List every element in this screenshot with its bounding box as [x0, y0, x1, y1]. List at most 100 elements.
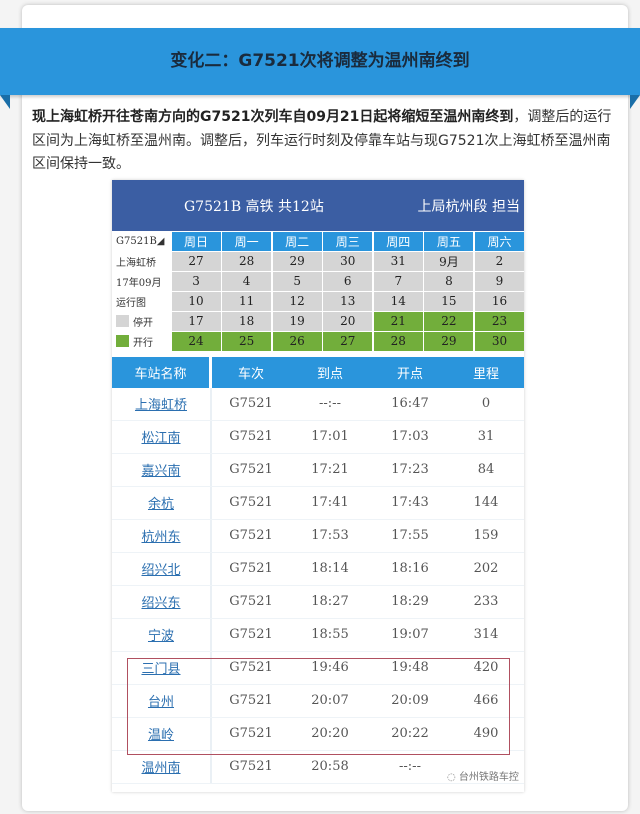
station-link[interactable]: 上海虹桥 — [112, 387, 212, 420]
table-row: 余杭 G7521 17:41 17:43 144 — [112, 486, 524, 520]
table-cell: G7521 — [229, 462, 273, 477]
table-cell: 0 — [481, 396, 491, 411]
calendar-day: 7 — [373, 272, 423, 291]
column-header: 到点 — [316, 366, 343, 382]
table-cell: 17:21 — [311, 462, 349, 477]
ribbon-fold-left — [0, 95, 10, 109]
weekday-header: 周五 — [424, 232, 474, 251]
station-link[interactable]: 杭州东 — [112, 519, 212, 552]
table-cell: --:-- — [399, 759, 421, 774]
calendar-day: 28 — [222, 252, 272, 271]
ribbon-fold-right — [630, 95, 640, 109]
table-row: 三门县 G7521 19:46 19:48 420 — [112, 651, 524, 685]
calendar-label: G7521B◢ — [112, 232, 170, 251]
calendar-day: 6 — [323, 272, 373, 291]
table-cell: 17:53 — [311, 528, 349, 543]
calendar-label-text: 运行图 — [116, 297, 146, 309]
table-cell: 18:16 — [391, 561, 429, 576]
table-cell: 20:09 — [391, 693, 429, 708]
station-link[interactable]: 绍兴北 — [112, 552, 212, 585]
calendar-label-text: 开行 — [133, 337, 153, 349]
weekday-header: 周三 — [323, 232, 373, 251]
table-cell: 18:27 — [311, 594, 349, 609]
calendar-day: 29 — [424, 332, 474, 351]
calendar-day: 2 — [474, 252, 524, 271]
station-link[interactable]: 嘉兴南 — [112, 453, 212, 486]
table-cell: 314 — [473, 627, 499, 642]
table-cell: G7521 — [229, 627, 273, 642]
table-cell: 31 — [477, 429, 495, 444]
operator-info: 上局杭州段 担当 — [417, 198, 520, 215]
calendar-day: 13 — [323, 292, 373, 311]
table-cell: 17:55 — [391, 528, 429, 543]
calendar-day: 20 — [323, 312, 373, 331]
table-cell: 18:14 — [311, 561, 349, 576]
calendar-label: 运行图 — [112, 292, 170, 311]
table-cell: 20:58 — [311, 759, 349, 774]
table-cell: 18:55 — [311, 627, 349, 642]
calendar-day: 21 — [373, 312, 423, 331]
table-cell: 17:43 — [391, 495, 429, 510]
table-cell: G7521 — [229, 759, 273, 774]
weekday-header: 周一 — [222, 232, 272, 251]
calendar-day: 25 — [222, 332, 272, 351]
table-cell: 19:07 — [391, 627, 429, 642]
table-cell: 18:29 — [391, 594, 429, 609]
calendar-day: 10 — [171, 292, 221, 311]
station-table-body: 上海虹桥 G7521 --:-- 16:47 0 松江南 G7521 17:01 17:03 31… — [112, 387, 524, 784]
station-link[interactable]: 余杭 — [112, 486, 212, 519]
station-link[interactable]: 三门县 — [112, 651, 212, 684]
table-row: 绍兴北 G7521 18:14 18:16 202 — [112, 552, 524, 586]
calendar-day: 29 — [272, 252, 322, 271]
station-table-header: 车站名称 车次 到点 开点 里程 — [112, 356, 524, 388]
table-cell: 20:07 — [311, 693, 349, 708]
station-link[interactable]: 绍兴东 — [112, 585, 212, 618]
table-cell: 466 — [473, 693, 499, 708]
calendar-day: 18 — [222, 312, 272, 331]
weekday-header: 周日 — [171, 232, 221, 251]
watermark: ◌ 台州铁路车控 — [447, 772, 519, 783]
table-cell: 19:48 — [391, 660, 429, 675]
table-cell: 144 — [473, 495, 499, 510]
station-link[interactable]: 台州 — [112, 684, 212, 717]
column-header: 车站名称 — [112, 356, 212, 388]
calendar-label: 17年09月 — [112, 272, 170, 291]
station-link[interactable]: 温岭 — [112, 717, 212, 750]
highlight-box — [127, 658, 510, 755]
calendar-day: 4 — [222, 272, 272, 291]
calendar-label: 上海虹桥 — [112, 252, 170, 271]
table-cell: G7521 — [229, 660, 273, 675]
calendar-day: 9月 — [424, 252, 474, 271]
table-cell: G7521 — [229, 726, 273, 741]
table-row: 台州 G7521 20:07 20:09 466 — [112, 684, 524, 718]
calendar-day: 30 — [474, 332, 524, 351]
calendar-day: 9 — [474, 272, 524, 291]
calendar-label-text: 停开 — [133, 317, 153, 329]
table-cell: G7521 — [229, 495, 273, 510]
table-cell: 490 — [473, 726, 499, 741]
station-link[interactable]: 松江南 — [112, 420, 212, 453]
table-cell: 16:47 — [391, 396, 429, 411]
table-cell: 233 — [473, 594, 499, 609]
calendar-day: 19 — [272, 312, 322, 331]
table-cell: 20:22 — [391, 726, 429, 741]
table-cell: --:-- — [319, 396, 341, 411]
calendar-day: 23 — [474, 312, 524, 331]
table-row: 温岭 G7521 20:20 20:22 490 — [112, 717, 524, 751]
station-link[interactable]: 温州南 — [112, 750, 212, 783]
table-cell: 17:01 — [311, 429, 349, 444]
calendar-day: 30 — [323, 252, 373, 271]
table-cell: 20:20 — [311, 726, 349, 741]
train-info: G7521B 高铁 共12站 — [184, 198, 324, 215]
table-row: 绍兴东 G7521 18:27 18:29 233 — [112, 585, 524, 619]
section-banner: 变化二：G7521次将调整为温州南终到 — [0, 28, 640, 95]
calendar-day: 14 — [373, 292, 423, 311]
calendar-day: 24 — [171, 332, 221, 351]
calendar-day: 8 — [424, 272, 474, 291]
table-cell: G7521 — [229, 429, 273, 444]
table-cell: 17:23 — [391, 462, 429, 477]
column-header: 车次 — [237, 366, 264, 382]
table-cell: G7521 — [229, 396, 273, 411]
calendar-day: 26 — [272, 332, 322, 351]
station-link[interactable]: 宁波 — [112, 618, 212, 651]
